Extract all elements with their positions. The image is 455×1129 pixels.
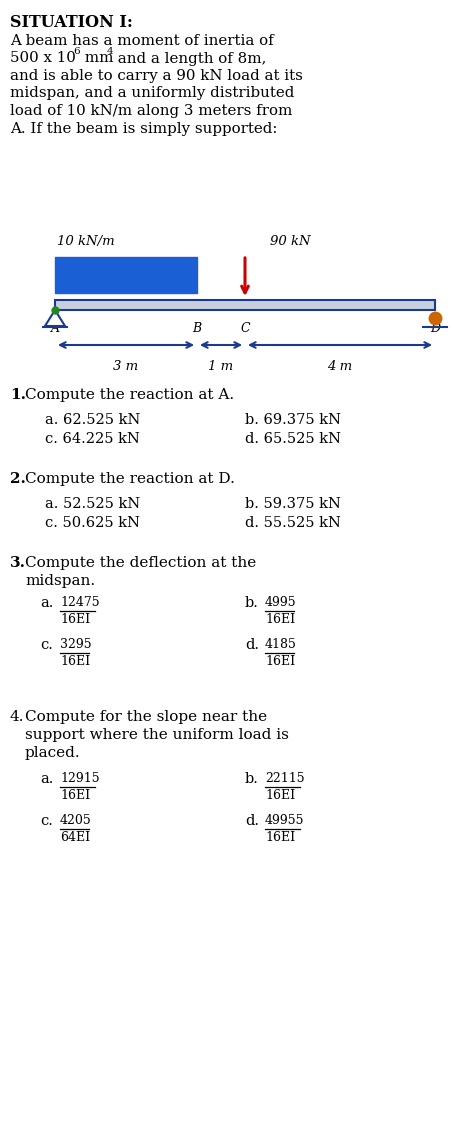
Text: 500 x 10: 500 x 10 bbox=[10, 52, 76, 65]
Text: 1.: 1. bbox=[10, 388, 26, 402]
Text: A. If the beam is simply supported:: A. If the beam is simply supported: bbox=[10, 122, 278, 135]
Text: 16EI: 16EI bbox=[60, 613, 90, 625]
Text: 4.: 4. bbox=[10, 710, 25, 724]
Text: 1 m: 1 m bbox=[208, 360, 233, 373]
Text: 16EI: 16EI bbox=[265, 789, 295, 802]
Text: support where the uniform load is: support where the uniform load is bbox=[25, 728, 289, 742]
Text: 90 kN: 90 kN bbox=[270, 235, 311, 248]
Text: Compute the reaction at D.: Compute the reaction at D. bbox=[25, 472, 235, 485]
Text: 16EI: 16EI bbox=[265, 831, 295, 844]
Text: b. 59.375 kN: b. 59.375 kN bbox=[245, 497, 341, 511]
Text: C: C bbox=[240, 322, 250, 335]
Text: 64EI: 64EI bbox=[60, 831, 90, 844]
Text: midspan, and a uniformly distributed: midspan, and a uniformly distributed bbox=[10, 87, 294, 100]
Text: 4 m: 4 m bbox=[328, 360, 353, 373]
Text: 16EI: 16EI bbox=[265, 655, 295, 668]
Text: a. 62.525 kN: a. 62.525 kN bbox=[45, 413, 141, 427]
Text: b.: b. bbox=[245, 596, 259, 610]
Text: and a length of 8m,: and a length of 8m, bbox=[113, 52, 266, 65]
Text: mm: mm bbox=[80, 52, 113, 65]
Text: load of 10 kN/m along 3 meters from: load of 10 kN/m along 3 meters from bbox=[10, 104, 293, 119]
Text: 2.: 2. bbox=[10, 472, 26, 485]
Text: c.: c. bbox=[40, 814, 53, 828]
Text: 3295: 3295 bbox=[60, 638, 91, 651]
Text: Compute for the slope near the: Compute for the slope near the bbox=[25, 710, 267, 724]
Text: 12475: 12475 bbox=[60, 596, 100, 609]
Text: B: B bbox=[192, 322, 202, 335]
Text: d.: d. bbox=[245, 638, 259, 653]
Text: d.: d. bbox=[245, 814, 259, 828]
Text: A: A bbox=[51, 322, 60, 335]
Text: A beam has a moment of inertia of: A beam has a moment of inertia of bbox=[10, 34, 274, 49]
Text: a. 52.525 kN: a. 52.525 kN bbox=[45, 497, 140, 511]
Text: 16EI: 16EI bbox=[60, 789, 90, 802]
Text: c. 64.225 kN: c. 64.225 kN bbox=[45, 432, 140, 446]
Text: 3.: 3. bbox=[10, 555, 26, 570]
Text: 12915: 12915 bbox=[60, 772, 100, 785]
Text: d. 55.525 kN: d. 55.525 kN bbox=[245, 516, 341, 530]
Text: 22115: 22115 bbox=[265, 772, 305, 785]
Polygon shape bbox=[45, 310, 65, 326]
Text: and is able to carry a 90 kN load at its: and is able to carry a 90 kN load at its bbox=[10, 69, 303, 84]
Text: D: D bbox=[430, 322, 440, 335]
Text: 6: 6 bbox=[73, 47, 80, 56]
Text: c.: c. bbox=[40, 638, 53, 653]
Bar bbox=[55, 300, 435, 310]
Text: b. 69.375 kN: b. 69.375 kN bbox=[245, 413, 341, 427]
Text: c. 50.625 kN: c. 50.625 kN bbox=[45, 516, 140, 530]
Text: 4205: 4205 bbox=[60, 814, 92, 828]
Text: Compute the reaction at A.: Compute the reaction at A. bbox=[25, 388, 234, 402]
Text: Compute the deflection at the: Compute the deflection at the bbox=[25, 555, 256, 570]
Text: 4995: 4995 bbox=[265, 596, 297, 609]
Text: SITUATION I:: SITUATION I: bbox=[10, 14, 133, 30]
Text: 3 m: 3 m bbox=[113, 360, 139, 373]
Bar bbox=[55, 257, 197, 294]
Text: 16EI: 16EI bbox=[265, 613, 295, 625]
Text: midspan.: midspan. bbox=[25, 574, 95, 588]
Text: 4185: 4185 bbox=[265, 638, 297, 651]
Text: d. 65.525 kN: d. 65.525 kN bbox=[245, 432, 341, 446]
Text: placed.: placed. bbox=[25, 746, 81, 760]
Text: 49955: 49955 bbox=[265, 814, 304, 828]
Text: a.: a. bbox=[40, 596, 53, 610]
Text: 10 kN/m: 10 kN/m bbox=[57, 235, 115, 248]
Text: 16EI: 16EI bbox=[60, 655, 90, 668]
Text: b.: b. bbox=[245, 772, 259, 786]
Text: 4: 4 bbox=[107, 47, 114, 56]
Text: a.: a. bbox=[40, 772, 53, 786]
